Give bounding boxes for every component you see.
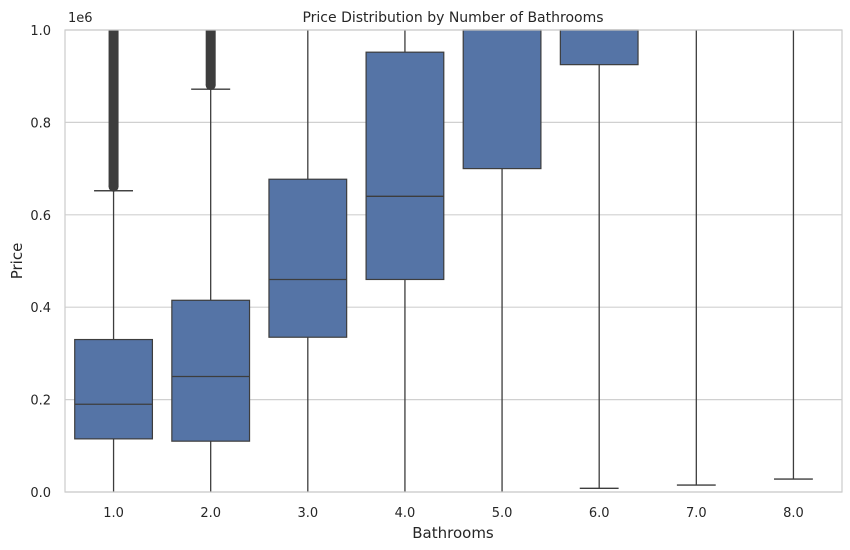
y-tick-label: 0.8 (30, 116, 51, 131)
box-group (676, 30, 716, 486)
x-tick-label: 7.0 (686, 506, 707, 521)
x-axis-label: Bathrooms (412, 524, 494, 542)
y-axis-label: Price (8, 243, 26, 280)
x-tick-label: 5.0 (492, 506, 513, 521)
outlier-point (205, 80, 216, 91)
iqr-box (559, 29, 639, 66)
y-tick-label: 0.4 (30, 301, 51, 316)
iqr-box (171, 299, 251, 442)
x-tick-label: 3.0 (297, 506, 318, 521)
y-tick-label: 0.2 (30, 394, 51, 409)
box-group (171, 30, 251, 492)
iqr-box (462, 29, 542, 170)
x-tick-labels: 1.0 2.0 3.0 4.0 5.0 6.0 7.0 8.0 (103, 506, 804, 521)
x-tick-label: 8.0 (783, 506, 804, 521)
y-tick-label: 1.0 (30, 24, 51, 39)
box-group (365, 30, 445, 492)
box-group (268, 30, 348, 492)
box-group (462, 29, 542, 492)
y-offset-label: 1e6 (68, 11, 93, 26)
x-tick-label: 4.0 (395, 506, 416, 521)
outlier-point (108, 181, 119, 192)
boxes (74, 29, 813, 492)
iqr-box (268, 178, 348, 338)
y-tick-label: 0.6 (30, 209, 51, 224)
box-group (559, 29, 639, 489)
x-tick-label: 1.0 (103, 506, 124, 521)
y-tick-labels: 0.0 0.2 0.4 0.6 0.8 1.0 (30, 24, 51, 501)
plot-frame (64, 29, 843, 493)
x-tick-label: 2.0 (200, 506, 221, 521)
iqr-box (365, 51, 445, 281)
box-group (74, 30, 154, 492)
box-group (774, 30, 813, 480)
iqr-box (74, 338, 154, 440)
y-tick-label: 0.0 (30, 486, 51, 501)
chart-title: Price Distribution by Number of Bathroom… (302, 10, 603, 26)
x-tick-label: 6.0 (589, 506, 610, 521)
